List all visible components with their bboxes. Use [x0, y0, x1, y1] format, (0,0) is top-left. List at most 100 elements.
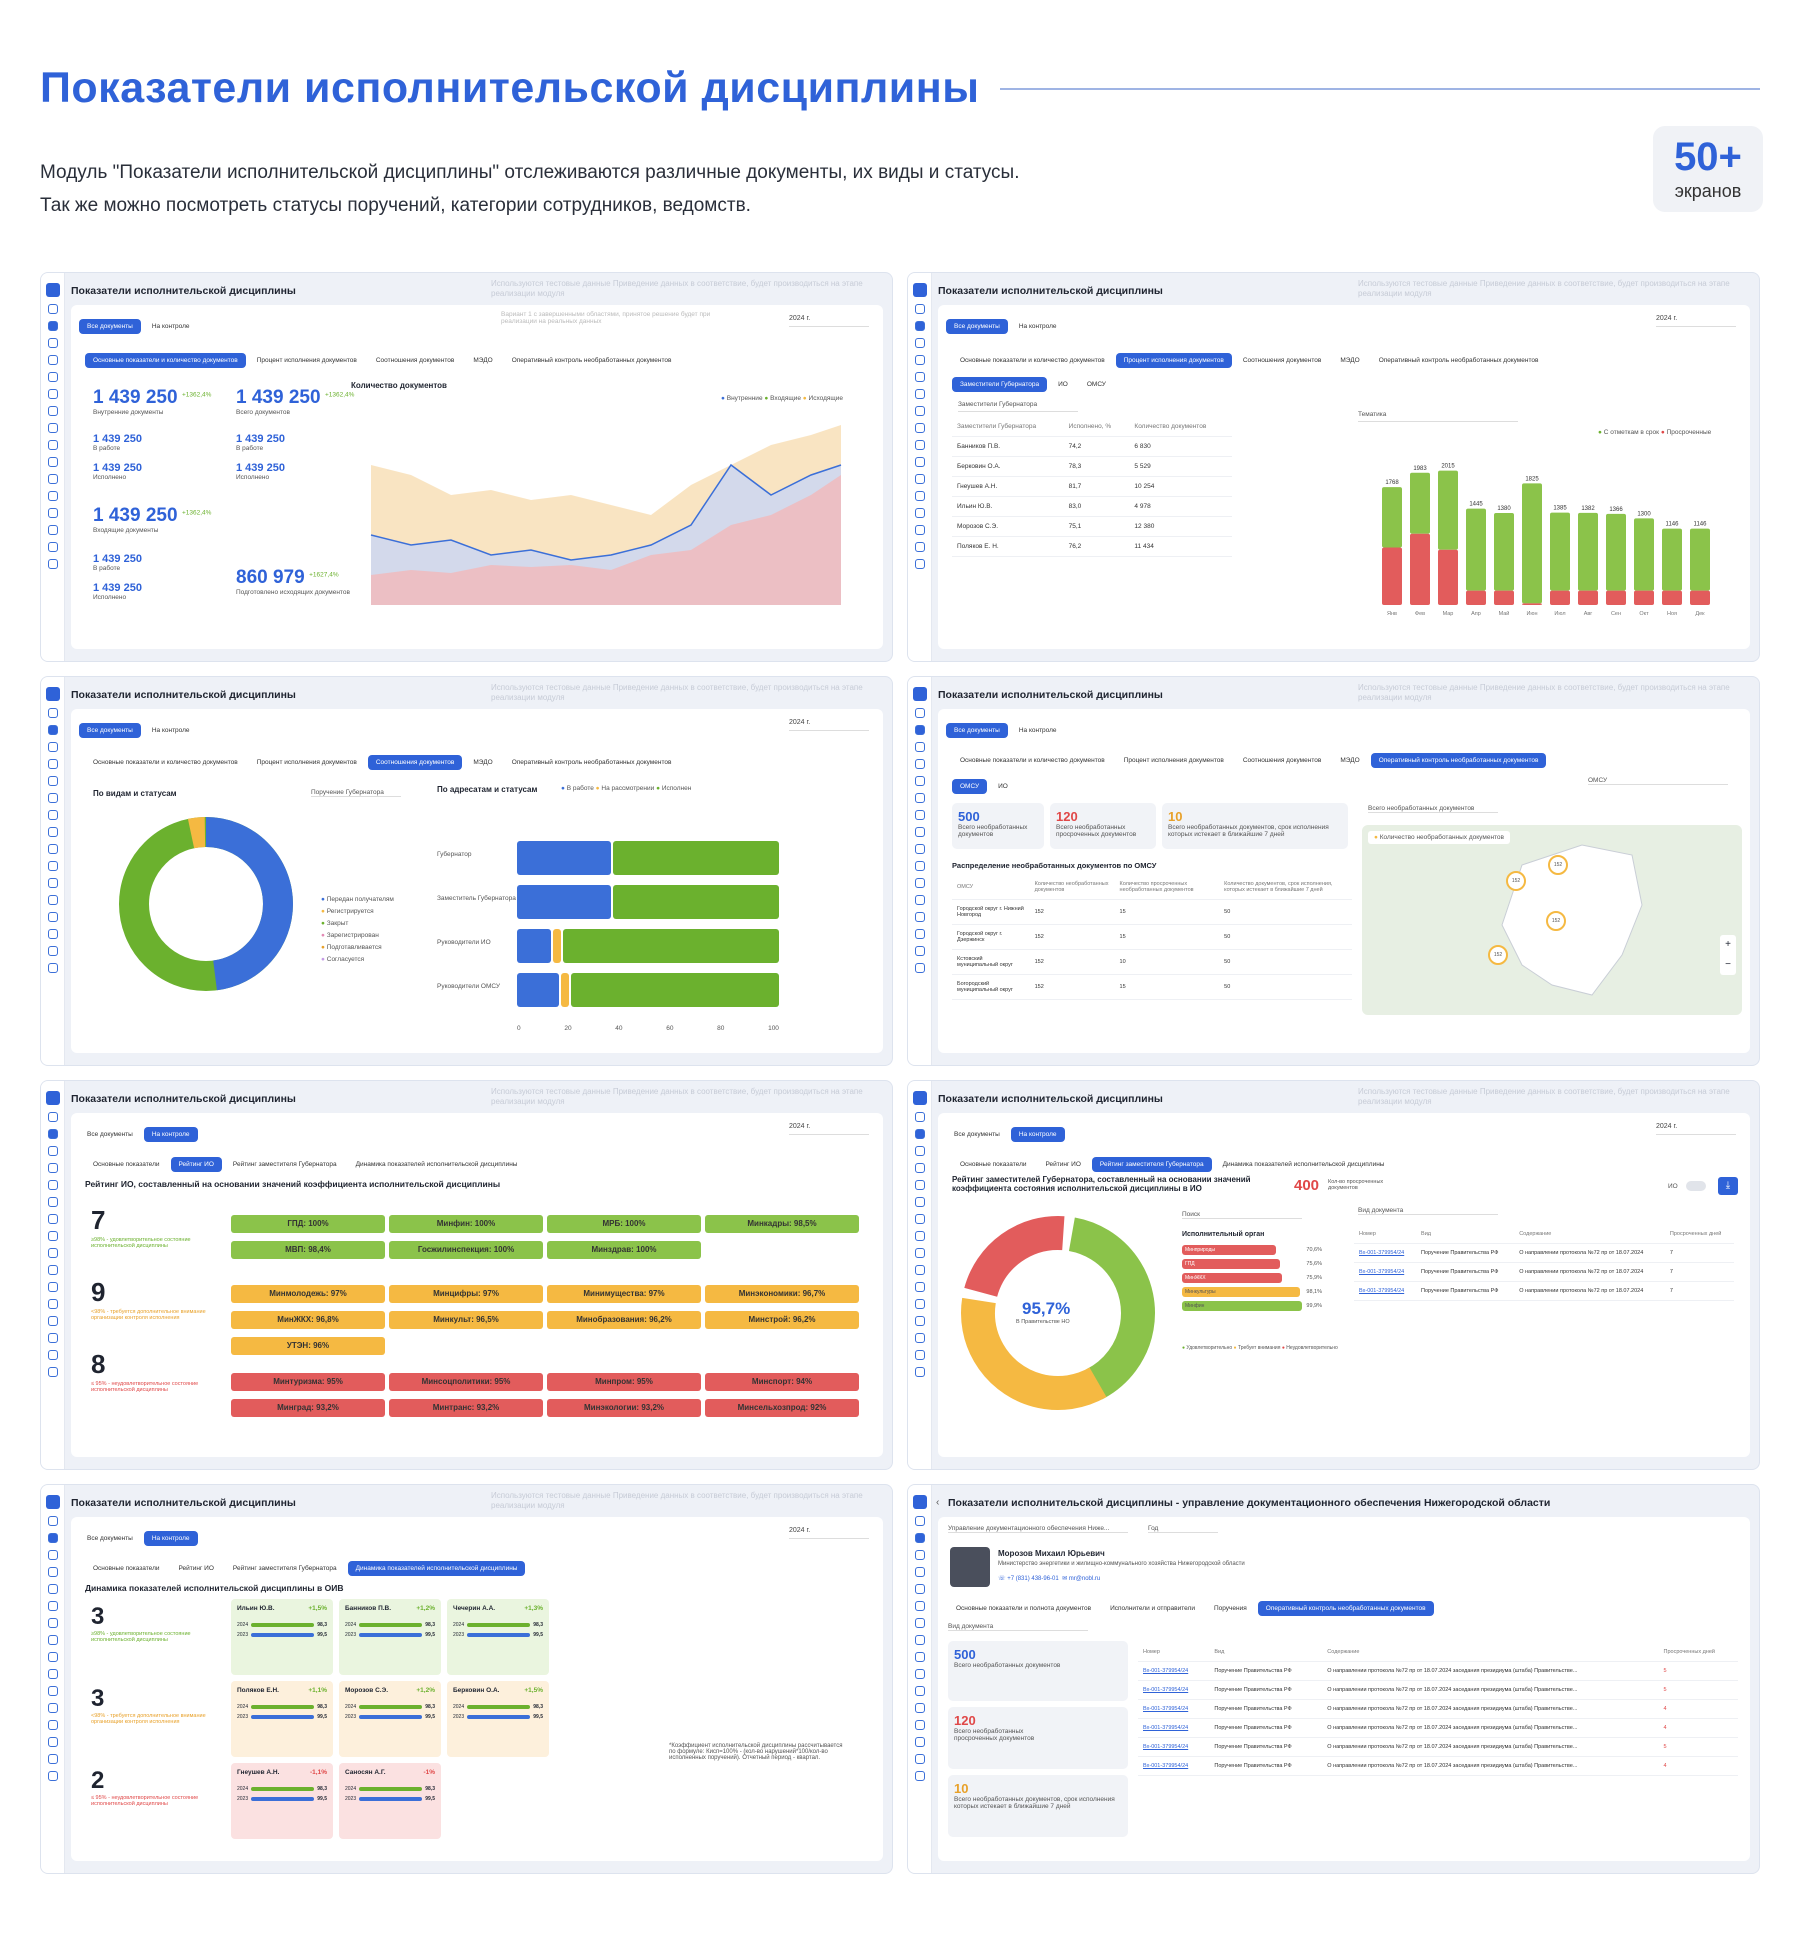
nav-icon[interactable]: [47, 559, 58, 569]
doc-kind-select[interactable]: Вид документа: [1358, 1207, 1498, 1215]
bar-on-time[interactable]: [1382, 487, 1402, 548]
document-link[interactable]: Вх-001-379954/24: [1138, 1680, 1210, 1700]
nav-icon[interactable]: [47, 304, 58, 314]
nav-icon[interactable]: [914, 355, 925, 365]
rating-chip[interactable]: Минфин: 100%: [389, 1215, 543, 1233]
tab-ratios[interactable]: Соотношения документов: [1242, 757, 1322, 764]
tab-all-documents[interactable]: Все документы: [954, 1131, 1000, 1138]
bar-overdue[interactable]: [1550, 590, 1570, 605]
org-bar[interactable]: Минприроды: [1182, 1245, 1276, 1255]
table-row[interactable]: Вх-001-379954/24 Поручение Правительства …: [1138, 1756, 1738, 1776]
nav-icon[interactable]: [47, 457, 58, 467]
bar-overdue[interactable]: [1466, 590, 1486, 605]
bar-on-time[interactable]: [1662, 528, 1682, 591]
document-link[interactable]: Вх-001-379954/24: [1354, 1262, 1417, 1282]
omsu-select[interactable]: ОМСУ: [1588, 777, 1728, 785]
bar-on-time[interactable]: [1606, 513, 1626, 591]
nav-icon[interactable]: [47, 1248, 58, 1258]
nav-icon[interactable]: [914, 372, 925, 382]
tab-medo[interactable]: МЭДО: [473, 357, 493, 364]
nav-icon[interactable]: [47, 963, 58, 973]
nav-icon[interactable]: [914, 1180, 925, 1190]
bar-on-time[interactable]: [1410, 472, 1430, 534]
rating-chip[interactable]: МВП: 98,4%: [231, 1241, 385, 1259]
nav-icon[interactable]: [47, 895, 58, 905]
person-tile[interactable]: Банников П.В. +1,2% 2024 98,3 2023 99,5: [339, 1599, 441, 1675]
nav-icon[interactable]: [914, 559, 925, 569]
nav-icon[interactable]: [47, 793, 58, 803]
rating-chip[interactable]: Минсельхозпрод: 92%: [705, 1399, 859, 1417]
doc-kind-select[interactable]: Вид документа: [948, 1623, 1088, 1631]
tab-operative-control[interactable]: Оперативный контроль необработанных доку…: [511, 759, 672, 766]
nav-icon[interactable]: [47, 338, 58, 348]
person-tile[interactable]: Морозов С.Э. +1,2% 2024 98,3 2023 99,5: [339, 1681, 441, 1757]
nav-icon[interactable]: [914, 1567, 925, 1577]
rating-chip[interactable]: Минград: 93,2%: [231, 1399, 385, 1417]
tab-main-indicators[interactable]: Основные показатели и количество докумен…: [960, 357, 1105, 364]
document-link[interactable]: Вх-001-379954/24: [1138, 1699, 1210, 1719]
nav-icon[interactable]: [47, 1316, 58, 1326]
nav-icon[interactable]: [47, 1754, 58, 1764]
nav-icon[interactable]: [47, 946, 58, 956]
nav-icon[interactable]: [47, 1601, 58, 1611]
tab-operative-control[interactable]: Оперативный контроль необработанных доку…: [1370, 753, 1547, 768]
table-row[interactable]: Вх-001-379954/24 Поручение Правительства …: [1354, 1281, 1734, 1301]
year-select[interactable]: 2024 г.: [789, 719, 869, 731]
nav-icon[interactable]: [914, 423, 925, 433]
nav-icon[interactable]: [914, 1333, 925, 1343]
nav-icon[interactable]: [47, 1163, 58, 1173]
document-link[interactable]: Вх-001-379954/24: [1138, 1661, 1210, 1681]
tab-dynamics[interactable]: Динамика показателей исполнительской дис…: [1222, 1161, 1385, 1168]
table-row[interactable]: Гнеушев А.Н. 81,7 10 254: [952, 476, 1232, 497]
tab[interactable]: Основные показатели и полнота документов: [956, 1605, 1092, 1612]
nav-icon[interactable]: [47, 1635, 58, 1645]
nav-icon[interactable]: [47, 1350, 58, 1360]
bar-on-time[interactable]: [1550, 512, 1570, 591]
nav-icon[interactable]: [914, 542, 925, 552]
nav-icon[interactable]: [914, 491, 925, 501]
region-map[interactable]: ● Количество необработанных документов 1…: [1362, 825, 1742, 1015]
tab[interactable]: Исполнители и отправители: [1110, 1605, 1195, 1612]
nav-icon[interactable]: [914, 1350, 925, 1360]
nav-icon[interactable]: [914, 946, 925, 956]
org-bar[interactable]: ГПД: [1182, 1259, 1280, 1269]
tab-execution-percent[interactable]: Процент исполнения документов: [256, 357, 357, 364]
bar-overdue[interactable]: [1634, 590, 1654, 605]
year-select[interactable]: Год: [1148, 1525, 1218, 1533]
tab-main-indicators[interactable]: Основные показатели и количество докумен…: [960, 757, 1105, 764]
nav-icon[interactable]: [47, 725, 58, 735]
nav-icon[interactable]: [914, 1703, 925, 1713]
tab-medo[interactable]: МЭДО: [473, 759, 493, 766]
tab-on-control[interactable]: На контроле: [151, 323, 190, 330]
rating-chip[interactable]: Минэкологии: 93,2%: [547, 1399, 701, 1417]
nav-icon[interactable]: [914, 1669, 925, 1679]
bar-on-time[interactable]: [1578, 512, 1598, 591]
bar-on-time[interactable]: [1438, 470, 1458, 550]
nav-icon[interactable]: [914, 1265, 925, 1275]
department-select[interactable]: Управление документационного обеспечения…: [948, 1525, 1128, 1533]
tab-on-control[interactable]: На контроле: [1010, 1127, 1065, 1142]
rating-chip[interactable]: Минмолодежь: 97%: [231, 1285, 385, 1303]
org-bar[interactable]: МинЖКХ: [1182, 1273, 1282, 1283]
map-pin[interactable]: 152: [1546, 911, 1566, 931]
nav-icon[interactable]: [914, 810, 925, 820]
io-toggle[interactable]: [1686, 1181, 1706, 1191]
subtab-deputies[interactable]: Заместители Губернатора: [952, 377, 1048, 392]
bar-overdue[interactable]: [1662, 590, 1682, 605]
nav-icon[interactable]: [914, 861, 925, 871]
nav-icon[interactable]: [47, 878, 58, 888]
table-row[interactable]: Вх-001-379954/24 Поручение Правительства …: [1138, 1737, 1738, 1757]
nav-icon[interactable]: [914, 1197, 925, 1207]
rating-chip[interactable]: Минздрав: 100%: [547, 1241, 701, 1259]
rating-chip[interactable]: УТЭН: 96%: [231, 1337, 385, 1355]
nav-icon[interactable]: [914, 1686, 925, 1696]
nav-icon[interactable]: [47, 708, 58, 718]
map-pin[interactable]: 152: [1488, 945, 1508, 965]
nav-icon[interactable]: [914, 1367, 925, 1377]
tab-on-control[interactable]: На контроле: [151, 727, 190, 734]
person-tile[interactable]: Чечерин А.А. +1,3% 2024 98,3 2023 99,5: [447, 1599, 549, 1675]
nav-icon[interactable]: [914, 1248, 925, 1258]
nav-icon[interactable]: [914, 1635, 925, 1645]
nav-icon[interactable]: [914, 1299, 925, 1309]
nav-icon[interactable]: [47, 1282, 58, 1292]
